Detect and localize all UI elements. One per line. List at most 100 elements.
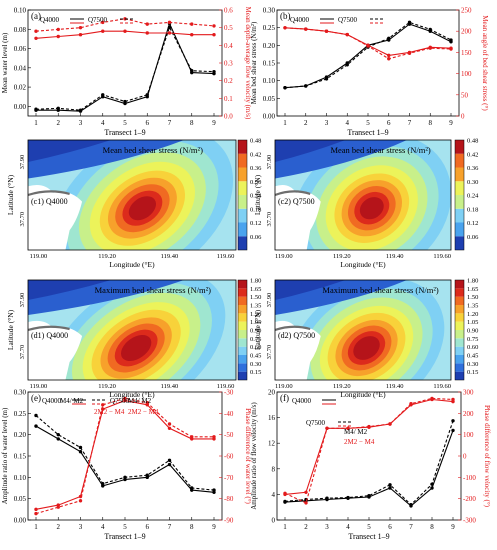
series-line (35, 25, 215, 111)
y-tick-label: 0.00 (14, 517, 27, 525)
map-y-label: Latitude (°N) (6, 174, 15, 215)
y2-tick-label: -100 (463, 474, 476, 482)
y2-tick-label: 50 (461, 91, 469, 99)
colorbar-tick-label: 0.30 (250, 179, 261, 186)
river-channel (275, 190, 311, 197)
colorbar-tick-label: 0.60 (250, 344, 261, 351)
lon-tick-label: 119.00 (275, 253, 293, 260)
land-area (275, 320, 321, 380)
y-tick-label: 0.10 (263, 77, 276, 85)
data-point (101, 20, 105, 25)
legend-label: Q4000 (290, 16, 310, 24)
colorbar-cell (455, 236, 464, 250)
y-tick-label: 0.15 (263, 60, 276, 68)
x-tick-label: 3 (325, 523, 329, 531)
colorbar-cell (455, 321, 464, 330)
colorbar-tick-label: 0.45 (467, 353, 478, 360)
colorbar-tick-label: 0.90 (467, 328, 478, 335)
y2-tick-label: 0 (461, 113, 465, 121)
colorbar-cell (455, 313, 464, 322)
y2-tick-label: 250 (461, 7, 472, 15)
colorbar-cell (455, 330, 464, 339)
x-tick-label: 1 (34, 119, 38, 127)
data-point (283, 26, 287, 30)
x-tick-label: 1 (34, 523, 38, 531)
data-point (283, 86, 287, 90)
x-tick-label: 7 (408, 119, 412, 127)
y2-tick-label: 0.5 (224, 24, 233, 32)
data-point (101, 482, 105, 486)
y2-tick-label: -90 (224, 517, 234, 525)
data-point (451, 428, 455, 433)
colorbar-cell (455, 355, 464, 364)
colorbar-tick-label: 0.18 (250, 206, 261, 213)
y-tick-label: 0.15 (14, 453, 27, 461)
y-axis-label: Mean bed shear stress (N/m²) (250, 21, 258, 104)
data-point (56, 437, 60, 441)
map-field (275, 140, 451, 250)
x-tick-label: 8 (429, 119, 433, 127)
data-point (123, 475, 127, 480)
data-point (34, 413, 38, 418)
data-point (167, 458, 172, 462)
data-point (430, 396, 434, 401)
lon-tick-label: 119.40 (161, 383, 179, 390)
data-point (34, 36, 38, 40)
x-tick-label: 8 (190, 119, 194, 127)
y2-tick-label: -60 (224, 453, 234, 461)
lat-tick-label: 37.70 (266, 212, 273, 227)
data-point (190, 22, 194, 26)
colorbar-cell (238, 153, 247, 168)
legend-label: Q7500 (88, 16, 108, 24)
x-tick-label: 1 (283, 119, 287, 127)
panel-c1: Mean bed shear stress (N/m²) (c1) Q4000 11… (6, 138, 262, 270)
data-point (123, 396, 127, 401)
data-point (123, 99, 127, 104)
panel-a: 1 2 3 4 5 6 7 8 9 0.00 0.02 0.04 0.06 0.08 0.10 0.0 0.1 0… (1, 7, 252, 138)
data-point (78, 499, 83, 503)
data-point (56, 505, 60, 509)
y-tick-label: 0.30 (263, 7, 276, 15)
colorbar-tick-label: 1.35 (250, 303, 261, 310)
data-point (387, 53, 391, 58)
colorbar-cell (238, 321, 247, 330)
x-tick-label: 2 (57, 119, 61, 127)
map-title: Mean bed shear stress (N/m²) (103, 145, 203, 155)
x-axis-label: Transect 1–9 (348, 532, 389, 541)
data-point (145, 22, 149, 26)
deepest-blue-region (28, 280, 112, 300)
data-point (145, 473, 149, 477)
colorbar-tick-label: 0.60 (467, 344, 478, 351)
colorbar-tick-label: 1.65 (467, 286, 478, 293)
data-point (304, 501, 308, 505)
data-point (345, 32, 349, 37)
legend-label: 2M2 − M4 (94, 408, 125, 416)
panel-e: 1 2 3 4 5 6 7 8 9 0.00 0.05 0.10 0.15 0.20 0.25 0.30 -90… (1, 389, 252, 542)
colorbar-tick-label: 0.48 (250, 138, 261, 145)
data-point (367, 493, 371, 498)
data-point (430, 482, 434, 486)
colorbar-tick-label: 0.24 (467, 193, 479, 200)
data-point (167, 462, 172, 467)
colorbar-tick-label: 0.75 (467, 336, 478, 343)
data-point (324, 29, 329, 33)
data-point (345, 63, 349, 67)
y2-tick-label: 0.0 (224, 113, 233, 121)
colorbar-cell (238, 222, 247, 237)
data-point (388, 486, 392, 490)
map-field (28, 140, 236, 250)
data-point (387, 57, 391, 61)
data-point (387, 36, 391, 40)
map-panel-label: (d1) Q4000 (31, 331, 68, 340)
colorbar-cell (238, 236, 247, 250)
colorbar-tick-label: 1.20 (250, 311, 261, 318)
lon-tick-label: 119.20 (98, 383, 116, 390)
map-panel-label: (c2) Q7500 (278, 197, 315, 206)
colorbar-cell (238, 313, 247, 322)
y2-tick-label: -50 (224, 431, 234, 439)
y2-tick-label: 300 (463, 389, 474, 397)
data-point (145, 400, 149, 405)
y2-tick-label: -200 (463, 495, 476, 503)
data-point (428, 27, 432, 32)
river-channel (28, 190, 70, 197)
